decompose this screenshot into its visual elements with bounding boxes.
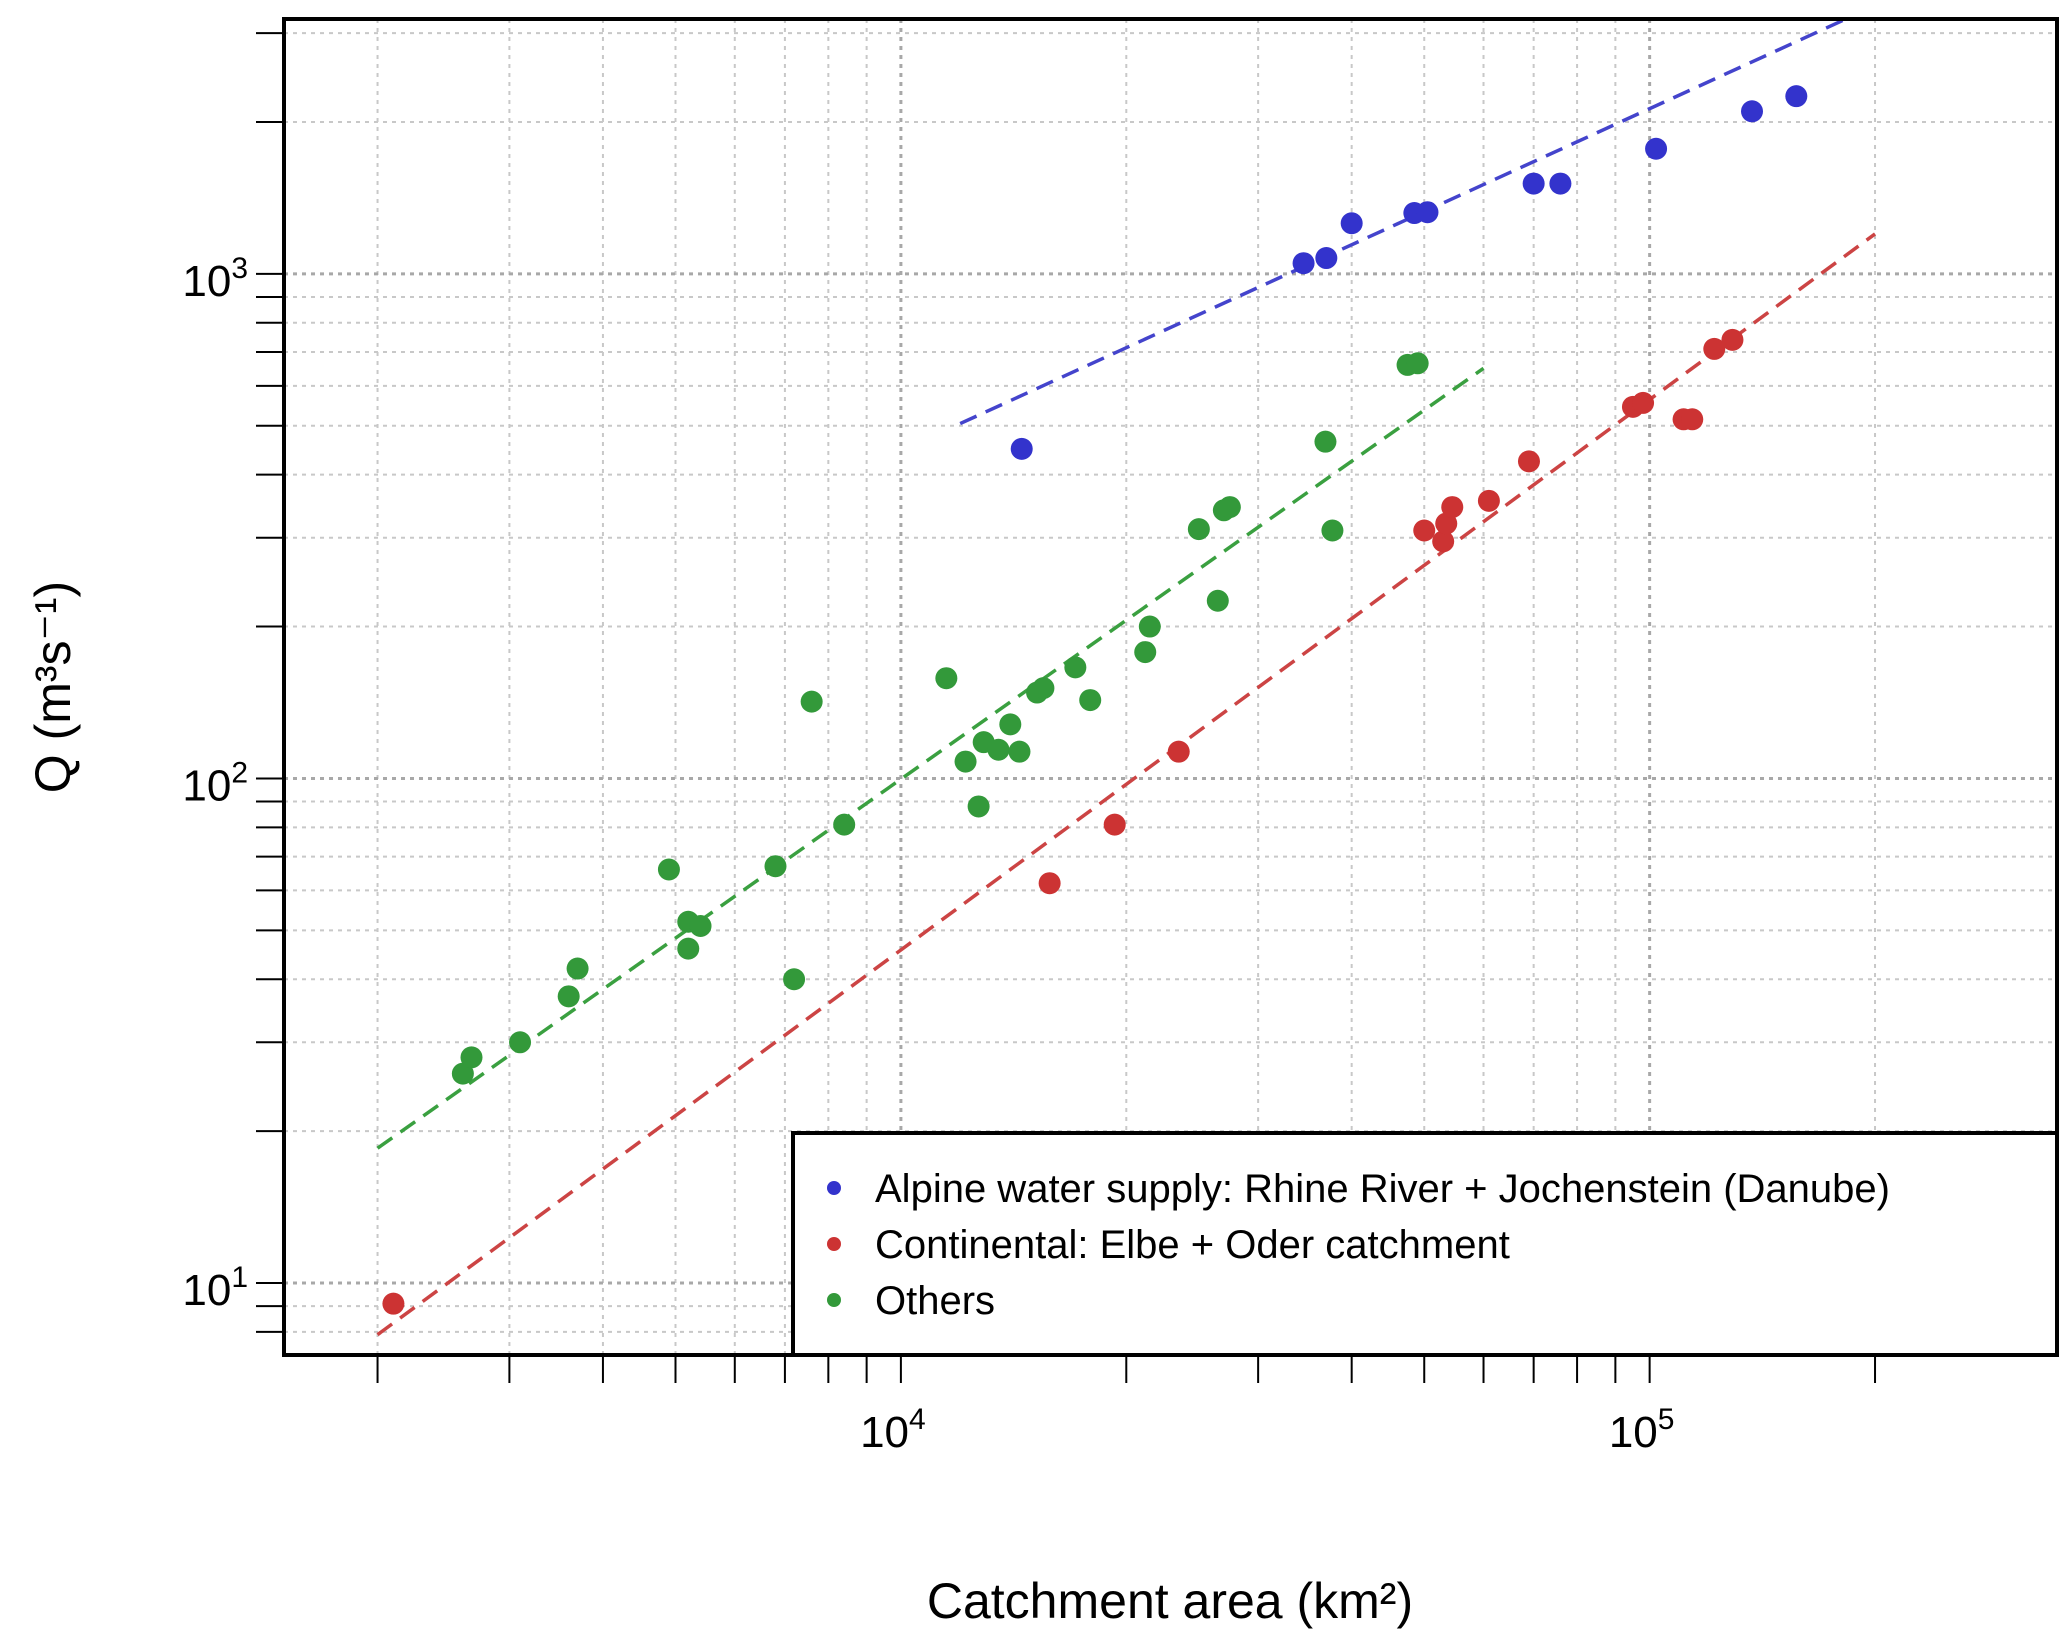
data-point-series-3 (460, 1046, 483, 1069)
data-point-series-3 (1314, 430, 1337, 453)
data-point-series-3 (987, 738, 1010, 761)
data-point-series-2 (1432, 530, 1455, 553)
y-tick-label: 102 (182, 756, 248, 810)
data-point-series-2 (1681, 408, 1704, 431)
data-point-series-2 (1721, 328, 1744, 351)
legend-marker-2 (827, 1237, 841, 1251)
x-tick-label: 104 (860, 1403, 926, 1457)
data-point-series-3 (509, 1031, 532, 1054)
y-tick-label: 101 (182, 1261, 248, 1315)
legend: Alpine water supply: Rhine River + Joche… (791, 1131, 2059, 1357)
data-point-series-3 (566, 957, 589, 980)
data-point-series-2 (382, 1292, 405, 1315)
data-point-series-1 (1741, 100, 1764, 123)
x-tick-label: 105 (1609, 1403, 1675, 1457)
data-point-series-3 (833, 813, 856, 836)
data-point-series-1 (1549, 172, 1572, 195)
data-point-series-3 (1206, 589, 1229, 612)
data-point-series-1 (1785, 85, 1808, 108)
trend-line-3 (376, 366, 1485, 1150)
data-point-series-1 (1010, 437, 1033, 460)
data-point-series-3 (1032, 677, 1055, 700)
legend-label-2: Continental: Elbe + Oder catchment (875, 1223, 1510, 1267)
data-point-series-2 (1441, 496, 1464, 519)
data-point-series-1 (1416, 201, 1439, 224)
data-point-series-3 (1134, 641, 1157, 664)
legend-box (791, 1131, 2059, 1357)
data-point-series-3 (999, 713, 1022, 736)
data-point-series-2 (1517, 450, 1540, 473)
grid-lines (284, 19, 2057, 1355)
data-point-series-2 (1477, 489, 1500, 512)
data-point-series-3 (764, 855, 787, 878)
data-point-series-3 (1321, 519, 1344, 542)
data-point-series-2 (1167, 740, 1190, 763)
data-point-series-3 (1187, 518, 1210, 541)
data-point-series-1 (1292, 252, 1315, 275)
x-axis-title: Catchment area (km²) (927, 1573, 1413, 1629)
y-axis-title: Q (m³s⁻¹) (25, 581, 81, 793)
axes: 104 105 101 102 103 (182, 32, 1877, 1457)
data-point-series-1 (1315, 247, 1338, 270)
data-point-series-2 (1038, 872, 1061, 895)
data-point-series-3 (967, 795, 990, 818)
data-point-series-3 (1008, 740, 1031, 763)
data-point-series-3 (800, 690, 823, 713)
data-point-series-1 (1340, 212, 1363, 235)
data-point-series-3 (689, 914, 712, 937)
data-point-series-3 (1138, 615, 1161, 638)
data-point-series-1 (1522, 172, 1545, 195)
legend-marker-1 (827, 1181, 841, 1195)
data-point-series-3 (677, 937, 700, 960)
data-point-series-3 (1064, 656, 1087, 679)
data-point-series-3 (954, 750, 977, 773)
legend-label-3: Others (875, 1279, 995, 1323)
data-point-series-3 (1218, 496, 1241, 519)
legend-label-1: Alpine water supply: Rhine River + Joche… (875, 1167, 1890, 1211)
data-point-series-3 (557, 985, 580, 1008)
data-point-series-3 (657, 858, 680, 881)
legend-marker-3 (827, 1293, 841, 1307)
trend-lines (376, 19, 1877, 1337)
y-tick-label: 103 (182, 252, 248, 306)
trend-line-2 (376, 232, 1877, 1337)
data-point-series-2 (1632, 391, 1655, 414)
data-point-series-3 (1079, 689, 1102, 712)
data-points (382, 85, 1808, 1315)
data-point-series-3 (783, 968, 806, 991)
data-point-series-2 (1703, 337, 1726, 360)
data-point-series-3 (935, 667, 958, 690)
data-point-series-3 (1406, 352, 1429, 375)
data-point-series-2 (1413, 519, 1436, 542)
data-point-series-3 (451, 1062, 474, 1085)
data-point-series-1 (1645, 137, 1668, 160)
data-point-series-2 (1103, 813, 1126, 836)
